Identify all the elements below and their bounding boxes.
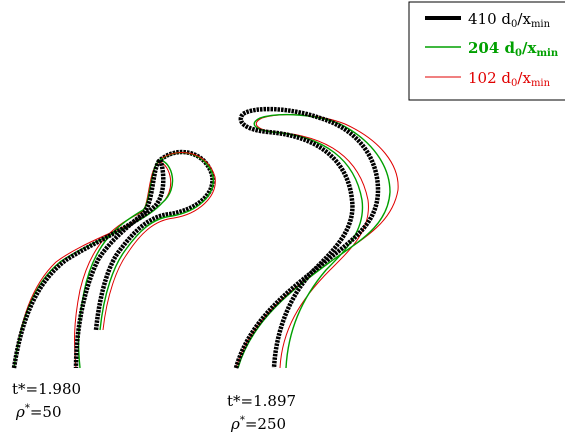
right-curve-410 xyxy=(233,106,381,369)
legend-label-2: 102 d0/xmin xyxy=(468,69,551,89)
legend-label-0: 410 d0/xmin xyxy=(468,10,551,30)
interface-right xyxy=(233,106,399,369)
annotation-left: t*=1.980 ρ*=50 xyxy=(12,380,81,422)
annotation-left-time: t*=1.980 xyxy=(12,380,82,398)
legend-entry-1: 204 d0/xmin xyxy=(425,39,559,59)
annotation-left-density: ρ*=50 xyxy=(16,403,62,421)
interface-left xyxy=(11,149,216,369)
right-curve-102 xyxy=(235,114,399,369)
legend-entry-0: 410 d0/xmin xyxy=(425,10,551,30)
legend-entry-2: 102 d0/xmin xyxy=(425,69,551,89)
right-curve-204 xyxy=(237,113,391,369)
annotation-right-time: t*=1.897 xyxy=(227,392,297,410)
legend-label-1: 204 d0/xmin xyxy=(468,39,559,59)
annotation-right: t*=1.897 ρ*=250 xyxy=(227,392,296,434)
annotation-right-density: ρ*=250 xyxy=(231,415,287,433)
left-bulb-204 xyxy=(99,151,214,331)
left-bulb-102 xyxy=(102,151,216,331)
legend: 410 d0/xmin 204 d0/xmin 102 d0/xmin xyxy=(408,1,565,101)
